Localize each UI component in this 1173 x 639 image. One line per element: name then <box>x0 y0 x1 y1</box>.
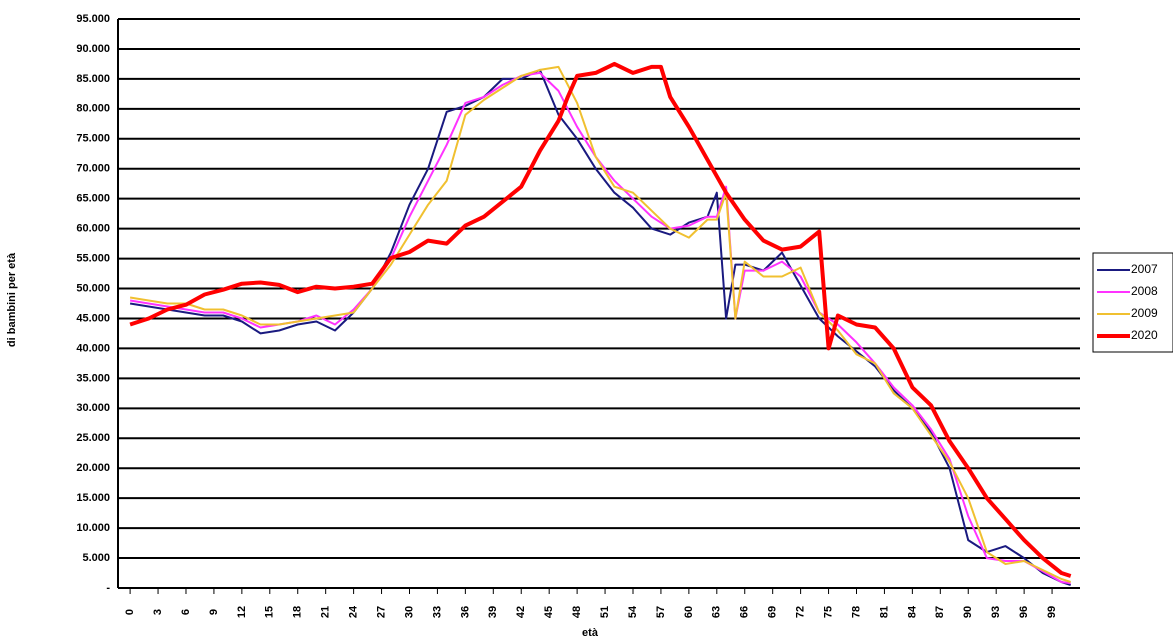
x-tick-label: 60 <box>683 606 695 618</box>
series-line <box>129 65 1072 583</box>
x-tick-label: 6 <box>180 609 192 615</box>
x-tick-label: 72 <box>795 606 807 618</box>
y-axis-label: di bambini per età <box>6 252 18 347</box>
y-tick-label: 25.000 <box>76 432 110 444</box>
x-tick-label: 93 <box>990 606 1002 618</box>
y-tick-label: 40.000 <box>76 342 110 354</box>
x-tick-label: 75 <box>822 606 834 618</box>
y-tick-label: 70.000 <box>76 163 110 175</box>
y-tick-label: 60.000 <box>76 223 110 235</box>
x-tick-label: 81 <box>878 606 890 618</box>
legend-label: 2007 <box>1131 262 1158 276</box>
y-tick-label: 50.000 <box>76 282 110 294</box>
x-tick-label: 42 <box>515 606 527 618</box>
x-tick-label: 54 <box>627 605 639 618</box>
x-tick-label: 96 <box>1018 606 1030 618</box>
x-tick-label: 27 <box>375 606 387 618</box>
series-line <box>129 71 1071 585</box>
y-tick-label: 75.000 <box>76 133 110 145</box>
y-tick-label: 80.000 <box>76 103 110 115</box>
legend-label: 2008 <box>1131 284 1158 298</box>
y-tick-label: 55.000 <box>76 252 110 264</box>
x-tick-label: 9 <box>208 609 220 615</box>
y-tick-label: 85.000 <box>76 73 110 85</box>
x-tick-label: 87 <box>934 606 946 618</box>
x-tick-label: 33 <box>431 606 443 618</box>
x-tick-label: 12 <box>236 606 248 618</box>
y-tick-label: 10.000 <box>76 522 110 534</box>
x-tick-label: 66 <box>739 606 751 618</box>
x-tick-label: 39 <box>487 606 499 618</box>
x-axis-label: età <box>582 627 599 639</box>
x-tick-label: 51 <box>599 606 611 618</box>
x-tick-label: 15 <box>264 606 276 618</box>
legend-label: 2009 <box>1131 306 1158 320</box>
y-tick-label: 20.000 <box>76 462 110 474</box>
y-tick-label: 35.000 <box>76 372 110 384</box>
y-tick-label: 45.000 <box>76 312 110 324</box>
series-line <box>129 61 1072 578</box>
y-tick-label: 95.000 <box>76 13 110 25</box>
y-tick-label: 15.000 <box>76 492 110 504</box>
x-tick-label: 3 <box>152 609 164 615</box>
x-tick-label: 18 <box>292 606 304 618</box>
x-tick-label: 90 <box>962 606 974 618</box>
x-tick-label: 48 <box>571 606 583 618</box>
x-tick-label: 63 <box>711 606 723 618</box>
y-tick-label: - <box>106 582 110 594</box>
y-tick-label: 65.000 <box>76 193 110 205</box>
x-tick-label: 36 <box>459 606 471 618</box>
x-tick-label: 78 <box>850 606 862 618</box>
x-tick-label: 45 <box>543 606 555 618</box>
series-line <box>129 68 1072 586</box>
x-tick-label: 69 <box>767 606 779 618</box>
legend-label: 2020 <box>1131 328 1158 342</box>
x-tick-label: 57 <box>655 606 667 618</box>
x-tick-label: 24 <box>348 605 360 618</box>
x-tick-label: 21 <box>320 606 332 618</box>
y-tick-label: 5.000 <box>82 552 110 564</box>
y-tick-label: 90.000 <box>76 43 110 55</box>
x-tick-label: 0 <box>124 609 136 615</box>
x-tick-label: 99 <box>1046 606 1058 618</box>
y-tick-label: 30.000 <box>76 402 110 414</box>
x-tick-label: 30 <box>403 606 415 618</box>
x-tick-label: 84 <box>906 605 918 618</box>
